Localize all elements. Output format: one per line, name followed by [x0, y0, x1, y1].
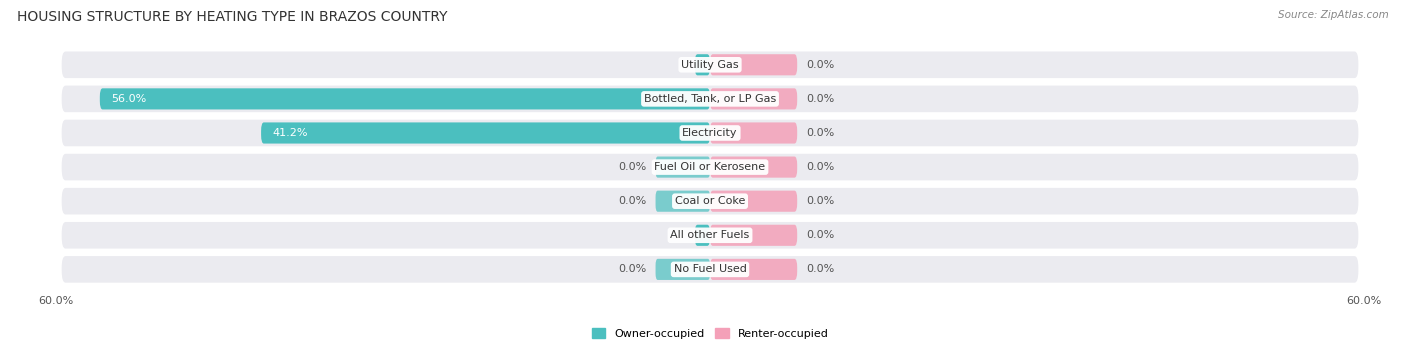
- FancyBboxPatch shape: [262, 122, 710, 144]
- Text: 0.0%: 0.0%: [806, 94, 834, 104]
- Text: 0.0%: 0.0%: [806, 128, 834, 138]
- FancyBboxPatch shape: [62, 222, 1358, 249]
- Text: Bottled, Tank, or LP Gas: Bottled, Tank, or LP Gas: [644, 94, 776, 104]
- FancyBboxPatch shape: [710, 259, 797, 280]
- Text: Fuel Oil or Kerosene: Fuel Oil or Kerosene: [654, 162, 766, 172]
- Text: 1.4%: 1.4%: [706, 230, 734, 240]
- Text: Coal or Coke: Coal or Coke: [675, 196, 745, 206]
- Text: 0.0%: 0.0%: [806, 196, 834, 206]
- FancyBboxPatch shape: [62, 120, 1358, 146]
- Text: 41.2%: 41.2%: [271, 128, 308, 138]
- Text: 0.0%: 0.0%: [806, 264, 834, 275]
- FancyBboxPatch shape: [710, 225, 797, 246]
- Legend: Owner-occupied, Renter-occupied: Owner-occupied, Renter-occupied: [588, 324, 832, 341]
- FancyBboxPatch shape: [62, 154, 1358, 180]
- FancyBboxPatch shape: [710, 54, 797, 75]
- Text: HOUSING STRUCTURE BY HEATING TYPE IN BRAZOS COUNTRY: HOUSING STRUCTURE BY HEATING TYPE IN BRA…: [17, 10, 447, 24]
- Text: 0.0%: 0.0%: [619, 196, 647, 206]
- FancyBboxPatch shape: [655, 191, 710, 212]
- FancyBboxPatch shape: [710, 157, 797, 178]
- FancyBboxPatch shape: [695, 54, 710, 75]
- FancyBboxPatch shape: [62, 86, 1358, 112]
- FancyBboxPatch shape: [62, 51, 1358, 78]
- FancyBboxPatch shape: [655, 157, 710, 178]
- Text: 0.0%: 0.0%: [806, 230, 834, 240]
- Text: 0.0%: 0.0%: [806, 162, 834, 172]
- FancyBboxPatch shape: [62, 188, 1358, 214]
- FancyBboxPatch shape: [710, 88, 797, 109]
- FancyBboxPatch shape: [62, 256, 1358, 283]
- FancyBboxPatch shape: [100, 88, 710, 109]
- Text: 0.0%: 0.0%: [619, 264, 647, 275]
- Text: Source: ZipAtlas.com: Source: ZipAtlas.com: [1278, 10, 1389, 20]
- FancyBboxPatch shape: [695, 225, 710, 246]
- FancyBboxPatch shape: [710, 122, 797, 144]
- FancyBboxPatch shape: [710, 191, 797, 212]
- Text: 0.0%: 0.0%: [619, 162, 647, 172]
- Text: 0.0%: 0.0%: [806, 60, 834, 70]
- Text: All other Fuels: All other Fuels: [671, 230, 749, 240]
- Text: No Fuel Used: No Fuel Used: [673, 264, 747, 275]
- Text: Utility Gas: Utility Gas: [682, 60, 738, 70]
- Text: 56.0%: 56.0%: [111, 94, 146, 104]
- Text: 1.4%: 1.4%: [706, 60, 734, 70]
- FancyBboxPatch shape: [655, 259, 710, 280]
- Text: Electricity: Electricity: [682, 128, 738, 138]
